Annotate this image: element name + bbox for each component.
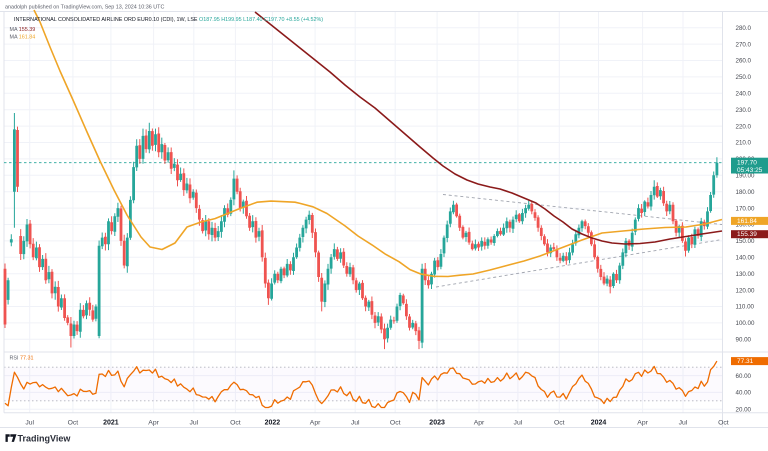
svg-text:60.00: 60.00 bbox=[736, 373, 752, 380]
svg-text:240.0: 240.0 bbox=[736, 91, 752, 98]
svg-text:MA 161.84: MA 161.84 bbox=[10, 34, 36, 40]
svg-text:Jul: Jul bbox=[25, 419, 34, 426]
svg-text:161.84: 161.84 bbox=[737, 218, 757, 225]
svg-text:INTERNATIONAL CONSOLIDATED AIR: INTERNATIONAL CONSOLIDATED AIRLINE ORD E… bbox=[14, 17, 323, 23]
svg-text:anadolph published on TradingV: anadolph published on TradingView.com, S… bbox=[5, 5, 164, 11]
svg-text:150.00: 150.00 bbox=[736, 238, 755, 245]
svg-text:MA 155.39: MA 155.39 bbox=[10, 27, 36, 33]
svg-text:100.00: 100.00 bbox=[736, 320, 755, 327]
svg-text:2023: 2023 bbox=[429, 419, 445, 426]
svg-text:40.00: 40.00 bbox=[736, 390, 752, 397]
svg-text:180.00: 180.00 bbox=[736, 189, 755, 196]
svg-text:270.0: 270.0 bbox=[736, 41, 752, 48]
svg-text:TradingView: TradingView bbox=[18, 433, 72, 443]
svg-text:110.00: 110.00 bbox=[736, 304, 755, 311]
svg-text:120.00: 120.00 bbox=[736, 287, 755, 294]
svg-text:RSI 77.31: RSI 77.31 bbox=[10, 355, 34, 361]
svg-text:Oct: Oct bbox=[230, 419, 241, 426]
svg-text:Oct: Oct bbox=[718, 419, 729, 426]
svg-text:2024: 2024 bbox=[591, 419, 607, 426]
svg-text:140.00: 140.00 bbox=[736, 255, 755, 262]
svg-text:190.00: 190.00 bbox=[736, 173, 755, 180]
svg-text:170.00: 170.00 bbox=[736, 205, 755, 212]
svg-text:2022: 2022 bbox=[265, 419, 281, 426]
svg-text:210.0: 210.0 bbox=[736, 140, 752, 147]
svg-text:Jul: Jul bbox=[514, 419, 523, 426]
svg-text:280.0: 280.0 bbox=[736, 25, 752, 32]
svg-text:130.00: 130.00 bbox=[736, 271, 755, 278]
svg-text:220.0: 220.0 bbox=[736, 123, 752, 130]
svg-text:Apr: Apr bbox=[310, 419, 321, 426]
svg-text:Oct: Oct bbox=[554, 419, 565, 426]
svg-text:Jul: Jul bbox=[351, 419, 360, 426]
svg-text:230.0: 230.0 bbox=[736, 107, 752, 114]
svg-text:Apr: Apr bbox=[148, 419, 159, 426]
svg-text:155.39: 155.39 bbox=[737, 231, 757, 238]
svg-text:Oct: Oct bbox=[390, 419, 401, 426]
svg-text:Oct: Oct bbox=[68, 419, 79, 426]
svg-text:Jul: Jul bbox=[679, 419, 688, 426]
svg-text:Jul: Jul bbox=[189, 419, 198, 426]
svg-text:20.00: 20.00 bbox=[736, 406, 752, 413]
svg-text:Apr: Apr bbox=[637, 419, 648, 426]
svg-text:250.0: 250.0 bbox=[736, 74, 752, 81]
svg-text:77.31: 77.31 bbox=[737, 358, 754, 365]
svg-text:260.0: 260.0 bbox=[736, 58, 752, 65]
svg-text:2021: 2021 bbox=[103, 419, 119, 426]
svg-text:160.00: 160.00 bbox=[736, 222, 755, 229]
svg-text:Apr: Apr bbox=[474, 419, 485, 426]
svg-text:197.70: 197.70 bbox=[737, 160, 757, 167]
svg-text:90.00: 90.00 bbox=[736, 337, 752, 344]
svg-text:05:43:25: 05:43:25 bbox=[737, 167, 763, 174]
